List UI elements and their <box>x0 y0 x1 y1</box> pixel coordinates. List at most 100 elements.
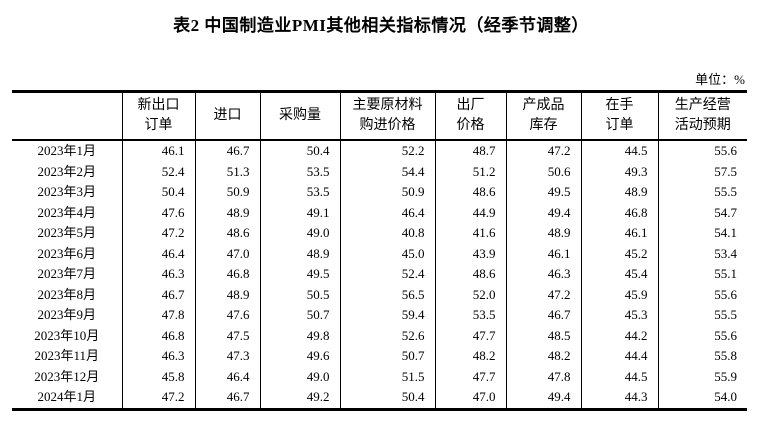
value-cell: 45.8 <box>122 366 196 387</box>
value-cell: 53.5 <box>260 161 341 182</box>
value-cell: 45.2 <box>581 243 659 264</box>
value-cell: 59.4 <box>340 305 436 326</box>
period-cell: 2023年7月 <box>12 264 123 285</box>
value-cell: 52.2 <box>340 140 436 162</box>
value-cell: 53.4 <box>714 245 737 261</box>
value-cell: 41.6 <box>435 223 507 244</box>
table-body: 2023年1月 46.1 46.7 50.4 52.2 48.7 47.2 44… <box>12 140 747 409</box>
value-cell: 54.7 <box>714 204 737 220</box>
table-row: 2023年12月 45.8 46.4 49.0 51.5 47.7 47.8 4… <box>12 366 747 387</box>
value-cell: 47.0 <box>195 243 261 264</box>
value-cell: 46.7 <box>195 140 261 162</box>
value-cell: 46.3 <box>122 346 196 367</box>
value-cell: 40.8 <box>340 223 436 244</box>
value-cell: 47.0 <box>435 387 507 409</box>
table-row: 2023年6月 46.4 47.0 48.9 45.0 43.9 46.1 45… <box>12 243 747 264</box>
col-header-purchasing-volume: 采购量 <box>260 91 341 141</box>
table-row: 2023年8月 46.7 48.9 50.5 56.5 52.0 47.2 45… <box>12 284 747 305</box>
value-cell: 50.4 <box>260 140 341 162</box>
value-cell: 46.1 <box>506 243 582 264</box>
value-cell: 44.5 <box>581 140 659 162</box>
value-cell: 54.1 <box>714 225 737 240</box>
value-cell: 52.4 <box>122 161 196 182</box>
value-cell: 52.6 <box>340 325 436 346</box>
value-cell: 47.7 <box>435 366 507 387</box>
value-cell: 47.2 <box>506 140 582 162</box>
value-cell: 46.4 <box>122 243 196 264</box>
table-row: 2023年5月 47.2 48.6 49.0 40.8 41.6 48.9 46… <box>12 223 747 244</box>
period-cell: 2023年6月 <box>12 243 123 264</box>
period-cell: 2023年12月 <box>12 366 123 387</box>
value-cell: 46.3 <box>122 264 196 285</box>
value-cell: 49.3 <box>581 161 659 182</box>
value-cell: 49.5 <box>260 264 341 285</box>
value-cell: 55.9 <box>714 368 737 384</box>
value-cell: 46.7 <box>122 284 196 305</box>
col-header-ex-factory-prices: 出厂 价格 <box>435 91 507 141</box>
value-cell: 47.8 <box>506 366 582 387</box>
value-cell: 47.6 <box>122 202 196 223</box>
period-cell: 2023年1月 <box>12 140 123 162</box>
pmi-indicators-table: 新出口 订单 进口 采购量 主要原材料 购进价格 出厂 价格 产成品 库存 在手… <box>12 90 747 411</box>
table-row: 2023年1月 46.1 46.7 50.4 52.2 48.7 47.2 44… <box>12 140 747 162</box>
value-cell: 48.5 <box>506 325 582 346</box>
col-header-business-activity-expectations: 生产经营 活动预期 <box>658 91 747 141</box>
table-header: 新出口 订单 进口 采购量 主要原材料 购进价格 出厂 价格 产成品 库存 在手… <box>12 91 747 141</box>
value-cell: 46.4 <box>195 366 261 387</box>
value-cell: 54.4 <box>340 161 436 182</box>
table-row: 2023年3月 50.4 50.9 53.5 50.9 48.6 49.5 48… <box>12 182 747 203</box>
value-cell: 45.9 <box>581 284 659 305</box>
value-cell: 51.3 <box>195 161 261 182</box>
col-header-raw-material-purchase-prices: 主要原材料 购进价格 <box>340 91 436 141</box>
table-row: 2023年9月 47.8 47.6 50.7 59.4 53.5 46.7 45… <box>12 305 747 326</box>
value-cell: 48.7 <box>435 140 507 162</box>
table-row: 2023年4月 47.6 48.9 49.1 46.4 44.9 49.4 46… <box>12 202 747 223</box>
value-cell: 47.8 <box>122 305 196 326</box>
table-row: 2023年10月 46.8 47.5 49.8 52.6 47.7 48.5 4… <box>12 325 747 346</box>
table-row: 2023年2月 52.4 51.3 53.5 54.4 51.2 50.6 49… <box>12 161 747 182</box>
value-cell: 49.8 <box>260 325 341 346</box>
value-cell: 50.7 <box>340 346 436 367</box>
value-cell: 55.6 <box>714 327 737 343</box>
period-cell: 2023年9月 <box>12 305 123 326</box>
value-cell: 57.5 <box>714 163 737 179</box>
col-header-finished-goods-inventory: 产成品 库存 <box>506 91 582 141</box>
col-header-orders-in-hand: 在手 订单 <box>581 91 659 141</box>
value-cell: 48.9 <box>581 182 659 203</box>
period-cell: 2023年5月 <box>12 223 123 244</box>
table-row: 2024年1月 47.2 46.7 49.2 50.4 47.0 49.4 44… <box>12 387 747 409</box>
value-cell: 49.4 <box>506 202 582 223</box>
period-cell: 2023年3月 <box>12 182 123 203</box>
value-cell: 48.2 <box>435 346 507 367</box>
value-cell: 47.7 <box>435 325 507 346</box>
value-cell: 52.4 <box>340 264 436 285</box>
value-cell: 46.8 <box>581 202 659 223</box>
col-header-period <box>12 91 123 141</box>
value-cell: 46.4 <box>340 202 436 223</box>
period-cell: 2023年10月 <box>12 325 123 346</box>
value-cell: 47.2 <box>122 387 196 409</box>
value-cell: 50.7 <box>260 305 341 326</box>
value-cell: 55.5 <box>714 307 737 322</box>
value-cell: 44.3 <box>581 387 659 409</box>
value-cell: 48.9 <box>195 284 261 305</box>
col-header-imports: 进口 <box>195 91 261 141</box>
period-cell: 2023年8月 <box>12 284 123 305</box>
value-cell: 51.5 <box>340 366 436 387</box>
value-cell: 51.2 <box>435 161 507 182</box>
value-cell: 46.8 <box>122 325 196 346</box>
value-cell: 49.1 <box>260 202 341 223</box>
value-cell: 49.4 <box>506 387 582 409</box>
value-cell: 47.2 <box>506 284 582 305</box>
period-cell: 2024年1月 <box>12 387 123 409</box>
value-cell: 45.4 <box>581 264 659 285</box>
value-cell: 50.9 <box>340 182 436 203</box>
value-cell: 44.2 <box>581 325 659 346</box>
value-cell: 48.6 <box>435 264 507 285</box>
value-cell: 44.4 <box>581 346 659 367</box>
value-cell: 48.9 <box>195 202 261 223</box>
value-cell: 44.9 <box>435 202 507 223</box>
value-cell: 44.5 <box>581 366 659 387</box>
value-cell: 55.5 <box>714 184 737 199</box>
value-cell: 50.6 <box>506 161 582 182</box>
